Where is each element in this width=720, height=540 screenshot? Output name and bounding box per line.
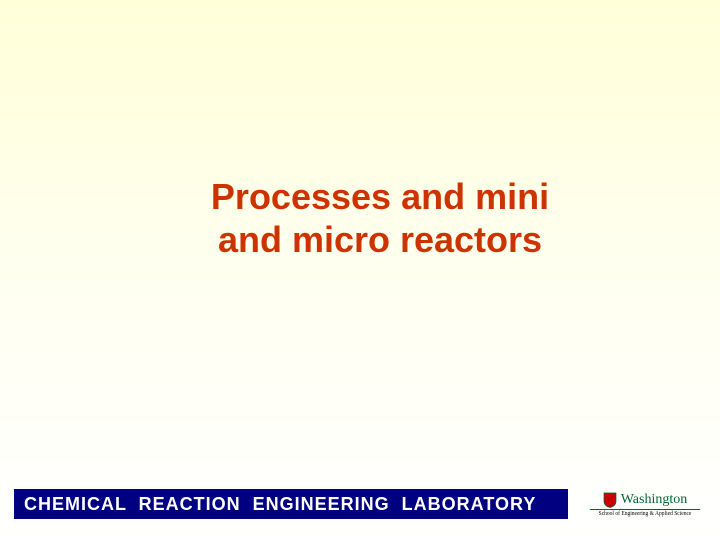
logo-wordmark: Washington <box>621 492 688 508</box>
university-logo: Washington School of Engineering & Appli… <box>580 486 710 522</box>
title-line-2: and micro reactors <box>40 218 720 261</box>
logo-subline: School of Engineering & Applied Science <box>590 509 700 517</box>
logo-top-row: Washington <box>603 492 688 508</box>
title-line-1: Processes and mini <box>40 175 720 218</box>
footer-text: CHEMICAL REACTION ENGINEERING LABORATORY <box>24 494 536 515</box>
slide: Processes and mini and micro reactors CH… <box>0 0 720 540</box>
shield-icon <box>603 492 617 508</box>
footer-bar: CHEMICAL REACTION ENGINEERING LABORATORY <box>14 489 568 519</box>
slide-title: Processes and mini and micro reactors <box>0 175 720 261</box>
